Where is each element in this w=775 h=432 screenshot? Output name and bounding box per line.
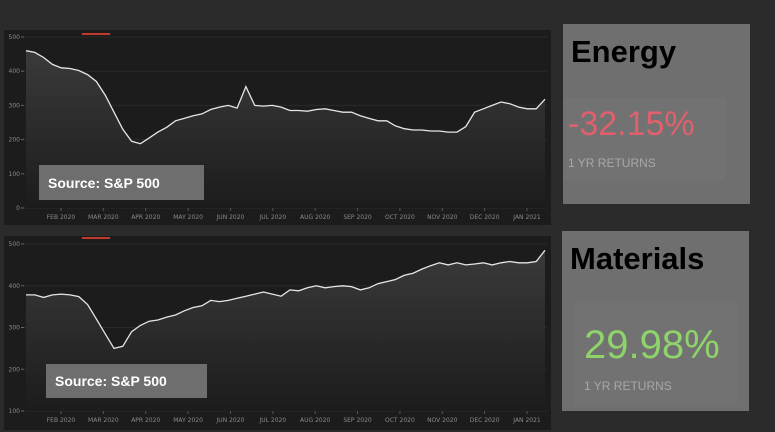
materials-line-chart: 100 200 300 400 500 FEB 2020 MAR 2020 APR 2020 M…	[9, 241, 547, 424]
x-tick-label: JUN 2020	[216, 417, 245, 424]
materials-returns-card: Materials 29.98% 1 YR RETURNS	[562, 231, 749, 411]
energy-chart-panel: 0 100 200 300 400 500 FEB 2020 MAR 2020 APR 2020…	[4, 30, 551, 225]
source-badge: Source: S&P 500	[46, 364, 207, 398]
energy-returns-card: Energy -32.15% 1 YR RETURNS	[563, 24, 750, 204]
returns-box: 29.98% 1 YR RETURNS	[574, 303, 737, 405]
return-value: -32.15%	[568, 105, 695, 143]
y-tick-label: 500	[9, 241, 21, 248]
y-tick-label: 100	[9, 408, 21, 415]
returns-box: -32.15% 1 YR RETURNS	[563, 98, 725, 180]
y-tick-label: 200	[9, 366, 21, 373]
y-tick-label: 100	[9, 171, 21, 178]
x-tick-label: SEP 2020	[343, 417, 372, 424]
x-tick-label: APR 2020	[131, 417, 160, 424]
return-label: 1 YR RETURNS	[568, 156, 656, 170]
range-marker	[82, 33, 110, 35]
sector-title: Materials	[570, 241, 705, 276]
x-tick-label: JAN 2021	[512, 214, 541, 221]
x-tick-label: MAY 2020	[173, 214, 203, 221]
x-tick-label: FEB 2020	[47, 214, 76, 221]
return-value: 29.98%	[584, 323, 720, 367]
x-tick-label: AUG 2020	[300, 214, 331, 221]
x-tick-label: MAR 2020	[88, 417, 119, 424]
sector-title: Energy	[571, 34, 677, 69]
x-tick-label: DEC 2020	[470, 417, 500, 424]
y-tick-label: 200	[9, 137, 21, 144]
x-tick-label: JUN 2020	[216, 214, 245, 221]
y-tick-label: 500	[9, 34, 21, 41]
series-line	[25, 50, 546, 145]
x-tick-label: OCT 2020	[385, 214, 415, 221]
x-tick-label: NOV 2020	[427, 214, 458, 221]
y-tick-label: 400	[9, 68, 21, 75]
series-line	[26, 249, 546, 350]
x-tick-label: APR 2020	[131, 214, 160, 221]
x-tick-label: JUL 2020	[258, 214, 286, 221]
x-tick-label: NOV 2020	[427, 417, 458, 424]
x-tick-label: OCT 2020	[385, 417, 415, 424]
x-tick-label: MAY 2020	[173, 417, 203, 424]
y-tick-label: 0	[16, 205, 20, 212]
x-tick-label: JAN 2021	[512, 417, 541, 424]
y-tick-label: 400	[9, 283, 21, 290]
source-badge: Source: S&P 500	[39, 165, 204, 200]
x-tick-label: AUG 2020	[300, 417, 331, 424]
x-tick-label: MAR 2020	[88, 214, 119, 221]
y-tick-label: 300	[9, 102, 21, 109]
x-tick-label: FEB 2020	[47, 417, 76, 424]
y-tick-label: 300	[9, 325, 21, 332]
materials-chart-panel: 100 200 300 400 500 FEB 2020 MAR 2020 APR 2020 M…	[4, 236, 551, 430]
x-tick-label: SEP 2020	[343, 214, 372, 221]
return-label: 1 YR RETURNS	[584, 379, 672, 393]
x-tick-label: DEC 2020	[470, 214, 500, 221]
range-marker	[82, 237, 110, 239]
x-tick-label: JUL 2020	[258, 417, 286, 424]
